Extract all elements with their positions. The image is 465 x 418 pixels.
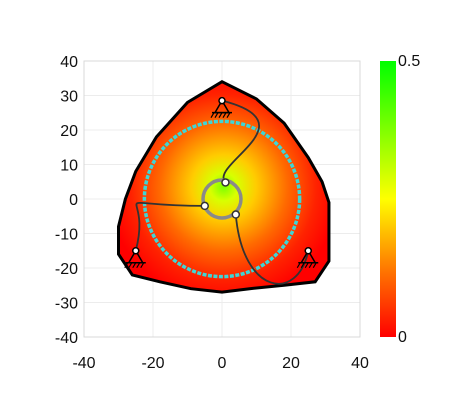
- x-tick-label: 20: [282, 355, 300, 372]
- pivot-hatch: [300, 262, 305, 269]
- x-axis-ticks: -40 -20 0 20 40: [72, 355, 369, 372]
- y-tick-label: 40: [60, 54, 78, 71]
- pivot-hatch: [312, 262, 317, 269]
- plot-frame: [83, 60, 361, 338]
- pivot-hatch: [296, 262, 301, 269]
- base-pivot: [124, 247, 146, 269]
- pivot-joint: [304, 247, 312, 255]
- pivot-hatch: [218, 112, 223, 118]
- colorbar-gradient: [380, 61, 396, 337]
- base-pivot: [296, 247, 319, 269]
- plot-area: -40 -20 0 20 40 40 30 20 10 0 -10 -20 -30 -40: [55, 54, 369, 372]
- y-tick-label: 10: [60, 158, 78, 175]
- platform-joint: [231, 210, 241, 219]
- pivot-joint: [132, 247, 140, 255]
- base-pivot: [210, 96, 232, 118]
- pivot-hatch: [210, 112, 215, 118]
- x-tick-label: -40: [72, 355, 95, 372]
- pivot-hatch: [308, 262, 313, 269]
- platform-joints: [200, 178, 241, 219]
- y-tick-label: -30: [55, 296, 78, 313]
- platform-joint: [221, 178, 230, 187]
- colorbar-min-label: 0: [398, 329, 407, 346]
- workspace-heatmap-region: [117, 79, 331, 294]
- pivot-hatch: [226, 112, 231, 118]
- pivot-hatch: [222, 112, 227, 118]
- pivot-hatch: [304, 262, 309, 269]
- link-arm: [134, 201, 205, 251]
- y-tick-label: -40: [55, 330, 78, 347]
- pivot-hatch: [136, 262, 141, 269]
- y-tick-label: -10: [55, 227, 78, 244]
- y-tick-label: 30: [60, 89, 78, 106]
- pivot-hatch: [132, 262, 137, 269]
- link-arm: [221, 99, 260, 184]
- x-tick-label: -20: [141, 355, 164, 372]
- pivot-hatch: [214, 112, 219, 118]
- platform-joint: [200, 201, 209, 211]
- colorbar: 0.5 0: [380, 53, 420, 346]
- pivot-joint: [218, 96, 226, 105]
- x-tick-label: 40: [351, 355, 369, 372]
- x-tick-label: 0: [218, 355, 227, 372]
- y-axis-ticks: 40 30 20 10 0 -10 -20 -30 -40: [55, 54, 78, 347]
- pivot-hatch: [128, 262, 133, 269]
- pivot-hatch: [140, 262, 145, 269]
- inner-circle: [142, 119, 302, 279]
- base-pivots: [124, 96, 319, 269]
- y-tick-label: 20: [60, 123, 78, 140]
- pivot-hatch: [124, 262, 129, 269]
- y-tick-label: 0: [69, 192, 78, 209]
- y-tick-label: -20: [55, 261, 78, 278]
- colorbar-max-label: 0.5: [398, 53, 420, 70]
